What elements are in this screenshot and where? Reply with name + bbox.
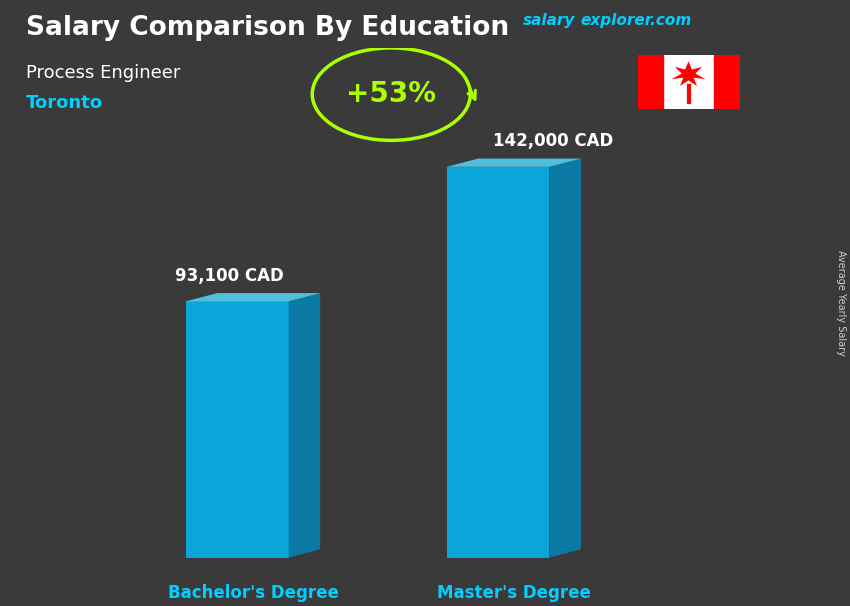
Polygon shape [186, 301, 288, 558]
Polygon shape [288, 293, 320, 558]
Text: Average Yearly Salary: Average Yearly Salary [836, 250, 846, 356]
Text: +53%: +53% [346, 80, 436, 108]
Text: Bachelor's Degree: Bachelor's Degree [167, 584, 338, 602]
Bar [638, 55, 663, 109]
Text: Salary Comparison By Education: Salary Comparison By Education [26, 15, 508, 41]
Text: 93,100 CAD: 93,100 CAD [175, 267, 284, 285]
Polygon shape [672, 61, 705, 86]
Text: salary: salary [523, 13, 575, 28]
Polygon shape [446, 159, 581, 167]
Text: Process Engineer: Process Engineer [26, 64, 180, 82]
Bar [714, 55, 740, 109]
Polygon shape [186, 293, 320, 301]
Polygon shape [446, 167, 549, 558]
Text: explorer.com: explorer.com [581, 13, 692, 28]
Polygon shape [549, 159, 581, 558]
Text: Master's Degree: Master's Degree [437, 584, 591, 602]
Text: Toronto: Toronto [26, 94, 103, 112]
Text: 142,000 CAD: 142,000 CAD [493, 132, 614, 150]
